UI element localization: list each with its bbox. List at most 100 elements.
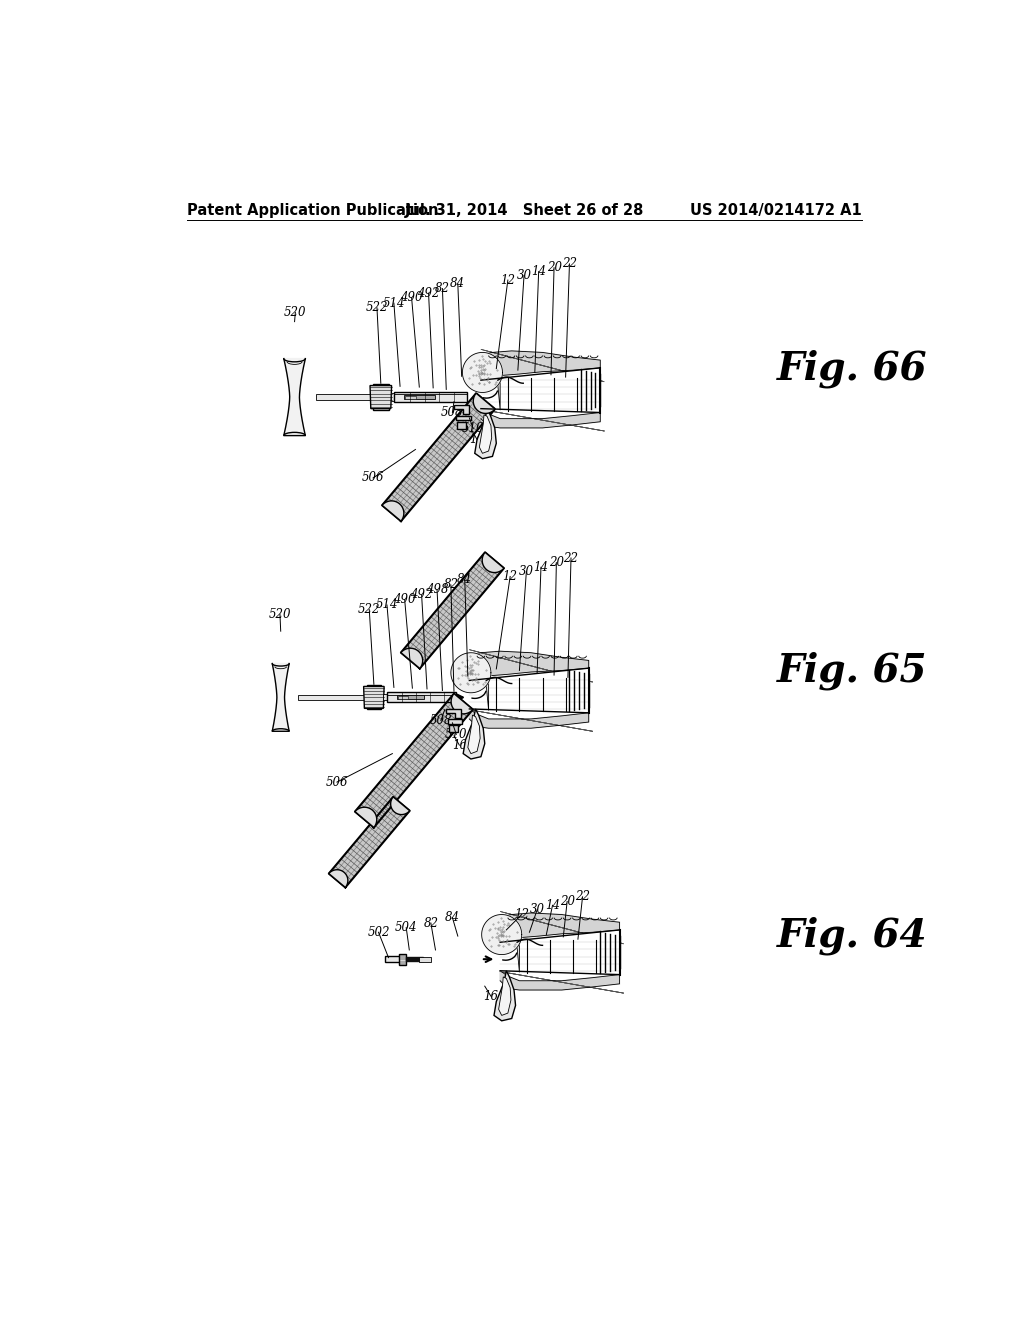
Polygon shape: [401, 648, 423, 668]
Polygon shape: [485, 671, 488, 710]
Polygon shape: [463, 709, 484, 759]
Polygon shape: [355, 693, 473, 828]
Polygon shape: [469, 668, 589, 713]
Text: 490: 490: [393, 593, 416, 606]
Text: 20: 20: [549, 556, 564, 569]
Polygon shape: [391, 393, 394, 401]
Polygon shape: [481, 351, 600, 380]
Text: 510: 510: [462, 422, 484, 436]
Text: 16: 16: [452, 739, 467, 751]
Text: 12: 12: [501, 273, 515, 286]
Text: 508: 508: [441, 407, 464, 418]
Polygon shape: [482, 552, 504, 573]
Polygon shape: [497, 371, 500, 411]
Text: 22: 22: [562, 257, 577, 271]
Polygon shape: [407, 957, 423, 961]
Polygon shape: [298, 696, 368, 700]
Polygon shape: [481, 409, 600, 428]
Polygon shape: [329, 797, 410, 887]
Text: 510: 510: [445, 727, 468, 741]
Polygon shape: [401, 552, 504, 668]
Text: 520: 520: [284, 306, 306, 319]
Text: Patent Application Publication: Patent Application Publication: [186, 203, 438, 218]
Text: 490: 490: [400, 292, 423, 305]
Polygon shape: [272, 664, 289, 731]
Polygon shape: [452, 693, 473, 714]
Polygon shape: [391, 797, 410, 814]
Polygon shape: [370, 385, 391, 409]
Text: 522: 522: [366, 301, 388, 314]
Polygon shape: [447, 719, 463, 723]
Text: 514: 514: [376, 598, 398, 611]
Polygon shape: [469, 709, 589, 729]
Polygon shape: [500, 929, 620, 974]
Polygon shape: [456, 416, 471, 420]
Text: 12: 12: [514, 908, 529, 921]
Text: 522: 522: [358, 603, 381, 616]
Text: 22: 22: [575, 890, 590, 903]
Text: 504: 504: [395, 921, 418, 935]
Polygon shape: [397, 696, 424, 700]
Polygon shape: [479, 414, 492, 453]
Polygon shape: [394, 392, 467, 403]
Text: 502: 502: [368, 925, 390, 939]
Polygon shape: [419, 957, 431, 961]
Polygon shape: [475, 409, 497, 459]
Polygon shape: [398, 954, 407, 965]
Text: 492: 492: [411, 589, 433, 602]
Polygon shape: [450, 725, 458, 733]
Polygon shape: [385, 956, 401, 962]
Text: 506: 506: [361, 471, 384, 484]
Polygon shape: [494, 970, 515, 1020]
Polygon shape: [364, 686, 384, 709]
Text: US 2014/0214172 A1: US 2014/0214172 A1: [690, 203, 862, 218]
Polygon shape: [500, 970, 620, 990]
Polygon shape: [355, 808, 377, 828]
Polygon shape: [284, 359, 305, 436]
Polygon shape: [383, 694, 387, 701]
Polygon shape: [329, 870, 348, 887]
Polygon shape: [316, 395, 374, 400]
Polygon shape: [500, 913, 620, 942]
Polygon shape: [469, 651, 589, 681]
Text: 14: 14: [545, 899, 560, 912]
Text: 492: 492: [418, 286, 439, 300]
Text: 82: 82: [443, 578, 459, 591]
Polygon shape: [451, 653, 490, 693]
Polygon shape: [516, 932, 519, 973]
Text: 84: 84: [451, 277, 465, 290]
Text: Fig. 64: Fig. 64: [777, 917, 928, 956]
Text: 84: 84: [444, 911, 460, 924]
Polygon shape: [481, 368, 600, 412]
Text: 508: 508: [430, 714, 453, 727]
Text: 84: 84: [458, 573, 472, 586]
Text: 22: 22: [563, 552, 579, 565]
Polygon shape: [367, 685, 381, 709]
Polygon shape: [406, 396, 416, 399]
Text: 514: 514: [383, 297, 406, 310]
Text: 30: 30: [516, 269, 531, 282]
Polygon shape: [382, 393, 495, 521]
Text: 498: 498: [426, 583, 449, 597]
Text: 14: 14: [534, 561, 549, 574]
Text: 506: 506: [326, 776, 348, 788]
Text: 20: 20: [560, 895, 574, 908]
Text: 82: 82: [423, 916, 438, 929]
Polygon shape: [481, 915, 521, 954]
Text: Jul. 31, 2014   Sheet 26 of 28: Jul. 31, 2014 Sheet 26 of 28: [406, 203, 644, 218]
Text: 12: 12: [503, 570, 518, 583]
Polygon shape: [463, 352, 503, 392]
Text: 16: 16: [483, 990, 499, 1003]
Polygon shape: [387, 693, 457, 702]
Polygon shape: [373, 384, 388, 409]
Text: 82: 82: [435, 282, 450, 296]
Polygon shape: [403, 395, 435, 400]
Text: 30: 30: [519, 565, 534, 578]
Polygon shape: [446, 709, 461, 718]
Text: 14: 14: [531, 265, 546, 279]
Polygon shape: [454, 405, 469, 414]
Polygon shape: [499, 977, 511, 1015]
Polygon shape: [398, 696, 408, 698]
Text: 20: 20: [547, 261, 561, 275]
Text: 16: 16: [470, 433, 484, 446]
